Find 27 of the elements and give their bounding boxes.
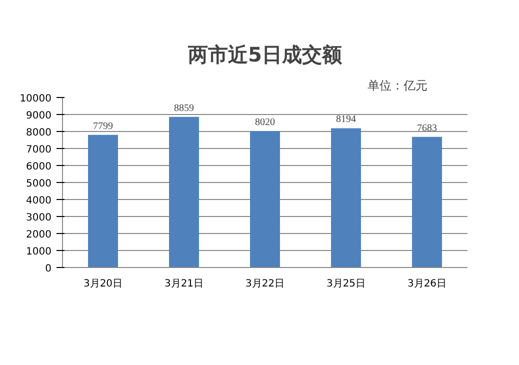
y-tick-label: 7000 xyxy=(26,144,52,156)
x-tick-label: 3月25日 xyxy=(326,278,366,290)
chart-title: 两市近5日成交额 xyxy=(187,42,343,66)
y-tick-label: 3000 xyxy=(26,212,52,224)
y-tick-label: 4000 xyxy=(26,196,52,206)
y-tick-label: 8000 xyxy=(26,128,52,138)
text: 单位：亿元 xyxy=(368,78,428,92)
y-tick-label: 1000 xyxy=(26,246,52,258)
x-tick-label: 3月20日 xyxy=(83,278,123,290)
bar xyxy=(169,116,199,268)
y-tick-label: 0 xyxy=(45,264,52,274)
y-tick-label: 2000 xyxy=(26,230,52,240)
bar xyxy=(88,134,118,268)
y-tick-label: 6000 xyxy=(26,162,52,172)
y-tick-label: 10000 xyxy=(20,94,52,104)
x-tick-label: 3月21日 xyxy=(164,278,204,290)
data-label: 8194 xyxy=(336,114,356,126)
bar xyxy=(412,136,442,268)
y-tick-label: 9000 xyxy=(26,110,52,122)
data-label: 8859 xyxy=(174,102,194,114)
x-tick-label: 3月26日 xyxy=(407,278,447,290)
bar xyxy=(250,131,280,268)
x-tick-label: 3月22日 xyxy=(245,278,285,290)
data-label: 8020 xyxy=(255,117,275,128)
data-label: 7799 xyxy=(93,120,113,132)
bar xyxy=(331,128,361,268)
y-tick-label: 5000 xyxy=(26,178,52,190)
